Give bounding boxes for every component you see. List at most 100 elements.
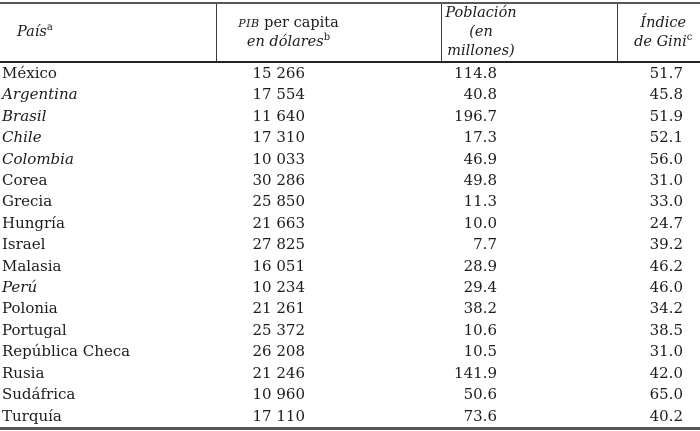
population-header-line2: (en millones) xyxy=(447,24,515,59)
population-cell: 28.9 xyxy=(463,256,497,275)
population-cell: 46.9 xyxy=(463,149,497,168)
gdp-per-capita-cell: 10 960 xyxy=(252,385,306,404)
country-cell: Argentina xyxy=(2,85,78,104)
population-cell: 29.4 xyxy=(463,278,497,297)
table-row: Israel 27 825 7.7 39.2 xyxy=(0,234,700,255)
table-row: República Checa 26 208 10.5 31.0 xyxy=(0,341,700,362)
population-cell: 49.8 xyxy=(463,171,497,190)
column-header-population: Población (en millones) xyxy=(440,3,617,63)
country-cell: Israel xyxy=(2,235,46,254)
gdp-per-capita-cell: 25 372 xyxy=(252,320,306,339)
gini-index-cell: 24.7 xyxy=(649,213,683,232)
gdp-per-capita-cell: 15 266 xyxy=(252,64,306,82)
population-cell: 141.9 xyxy=(454,363,497,382)
header-row: Paísa PIB per capita en dólaresb Poblaci… xyxy=(0,3,700,63)
gdp-per-capita-cell: 17 110 xyxy=(252,406,306,425)
table-row: Grecia 25 850 11.3 33.0 xyxy=(0,191,700,212)
country-header-label: País xyxy=(17,24,47,40)
footnote-marker-c: c xyxy=(686,31,693,43)
gdp-per-capita-cell: 10 033 xyxy=(252,149,306,168)
population-cell: 114.8 xyxy=(454,64,497,82)
table-row: Sudáfrica 10 960 50.6 65.0 xyxy=(0,384,700,405)
gdp-per-capita-cell: 10 234 xyxy=(252,278,306,297)
table-row: Malasia 16 051 28.9 46.2 xyxy=(0,256,700,277)
gini-index-cell: 51.9 xyxy=(649,106,683,125)
country-cell: República Checa xyxy=(2,342,131,361)
gini-index-cell: 56.0 xyxy=(649,149,683,168)
gdp-per-capita-cell: 25 850 xyxy=(252,192,306,211)
table-row: Hungría 21 663 10.0 24.7 xyxy=(0,213,700,234)
column-header-country: Paísa xyxy=(0,3,216,63)
population-cell: 10.5 xyxy=(463,342,497,361)
gini-index-cell: 46.2 xyxy=(649,256,683,275)
table-row: México 15 266 114.8 51.7 xyxy=(0,62,700,84)
gdp-per-capita-cell: 17 554 xyxy=(252,85,306,104)
gini-index-cell: 34.2 xyxy=(649,299,683,318)
table-row: Portugal 25 372 10.6 38.5 xyxy=(0,320,700,341)
table-body: México 15 266 114.8 51.7 Argentina 17 55… xyxy=(0,62,700,428)
country-cell: Turquía xyxy=(2,406,62,425)
population-cell: 50.6 xyxy=(463,385,497,404)
gini-header-line1: Índice xyxy=(640,14,687,31)
table-row: Brasil 11 640 196.7 51.9 xyxy=(0,106,700,127)
table-row: Corea 30 286 49.8 31.0 xyxy=(0,170,700,191)
country-cell: Perú xyxy=(2,278,38,297)
gdp-header-line1: per capita xyxy=(259,14,339,31)
table-row: Chile 17 310 17.3 52.1 xyxy=(0,127,700,148)
country-cell: Portugal xyxy=(2,320,67,339)
gini-index-cell: 52.1 xyxy=(649,128,683,147)
gdp-per-capita-cell: 30 286 xyxy=(252,171,306,190)
gini-index-cell: 51.7 xyxy=(649,64,683,82)
gdp-per-capita-cell: 21 261 xyxy=(252,299,306,318)
population-cell: 17.3 xyxy=(463,128,497,147)
gdp-per-capita-cell: 16 051 xyxy=(252,256,306,275)
table-row: Rusia 21 246 141.9 42.0 xyxy=(0,363,700,384)
population-cell: 7.7 xyxy=(473,235,497,254)
gdp-per-capita-cell: 27 825 xyxy=(252,235,306,254)
gdp-per-capita-cell: 11 640 xyxy=(252,106,306,125)
country-cell: Colombia xyxy=(2,149,74,168)
gini-index-cell: 39.2 xyxy=(649,235,683,254)
footnote-marker-b: b xyxy=(323,31,331,43)
gini-index-cell: 33.0 xyxy=(649,192,683,211)
gini-index-cell: 31.0 xyxy=(649,342,683,361)
country-cell: Grecia xyxy=(2,192,53,211)
gini-header-line2: de Gini xyxy=(634,33,687,50)
gdp-per-capita-cell: 26 208 xyxy=(252,342,306,361)
country-cell: Polonia xyxy=(2,299,58,318)
gini-index-cell: 65.0 xyxy=(649,385,683,404)
population-cell: 10.0 xyxy=(463,213,497,232)
gini-index-cell: 46.0 xyxy=(649,278,683,297)
population-cell: 10.6 xyxy=(463,320,497,339)
country-cell: Malasia xyxy=(2,256,62,275)
footnote-marker-a: a xyxy=(46,22,53,34)
table-row: Polonia 21 261 38.2 34.2 xyxy=(0,298,700,319)
country-cell: Corea xyxy=(2,171,48,190)
table-row: Perú 10 234 29.4 46.0 xyxy=(0,277,700,298)
population-cell: 40.8 xyxy=(463,85,497,104)
gini-index-cell: 31.0 xyxy=(649,171,683,190)
gini-index-cell: 38.5 xyxy=(649,320,683,339)
population-cell: 38.2 xyxy=(463,299,497,318)
country-cell: Hungría xyxy=(2,213,65,232)
table-header: Paísa PIB per capita en dólaresb Poblaci… xyxy=(0,3,700,63)
population-cell: 11.3 xyxy=(463,192,497,211)
country-cell: Brasil xyxy=(2,106,47,125)
country-cell: México xyxy=(2,64,57,82)
gini-index-cell: 40.2 xyxy=(649,406,683,425)
gini-index-cell: 45.8 xyxy=(649,85,683,104)
country-cell: Rusia xyxy=(2,363,45,382)
gdp-header-line2: en dólares xyxy=(246,33,324,50)
gdp-acronym: PIB xyxy=(238,16,260,30)
table-row: Argentina 17 554 40.8 45.8 xyxy=(0,84,700,105)
population-header-line1-real: Población xyxy=(445,5,517,21)
country-cell: Chile xyxy=(2,128,42,147)
gdp-per-capita-cell: 17 310 xyxy=(252,128,306,147)
population-cell: 196.7 xyxy=(454,106,497,125)
column-header-gdp: PIB per capita en dólaresb xyxy=(215,3,441,63)
gdp-per-capita-cell: 21 246 xyxy=(252,363,306,382)
gdp-per-capita-cell: 21 663 xyxy=(252,213,306,232)
gini-index-cell: 42.0 xyxy=(649,363,683,382)
